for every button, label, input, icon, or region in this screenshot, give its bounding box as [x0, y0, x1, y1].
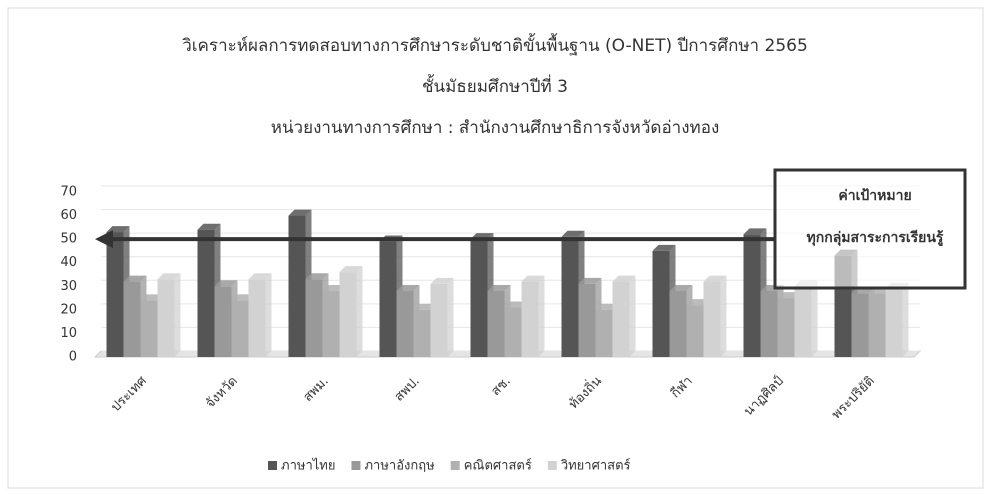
chart-title: วิเคราะห์ผลการทดสอบทางการศึกษาระดับชาติข… — [182, 33, 808, 56]
bar-side — [902, 282, 909, 357]
bar-top — [578, 277, 602, 284]
bar-top — [197, 223, 221, 230]
bar — [703, 281, 721, 357]
x-tick-label: สพม. — [301, 374, 332, 405]
x-tick-label: ท้องถิ่น — [565, 372, 605, 412]
chart-subtitle: หน่วยงานทางการศึกษา : สำนักงานศึกษาธิการ… — [271, 118, 720, 138]
x-tick-label: ประเทศ — [108, 373, 150, 415]
bar — [413, 309, 431, 357]
bar — [851, 293, 869, 357]
bar-top — [339, 266, 363, 273]
bar-top — [652, 244, 676, 251]
y-tick-label: 0 — [69, 350, 77, 365]
bar — [396, 291, 414, 357]
y-tick-label: 50 — [60, 232, 77, 247]
bar — [248, 279, 266, 357]
bar-side — [629, 275, 636, 357]
bar — [197, 229, 215, 357]
legend-swatch — [351, 461, 361, 470]
bar-top — [669, 285, 693, 291]
y-tick-label: 60 — [60, 208, 77, 223]
y-tick-label: 40 — [60, 255, 77, 270]
bar — [322, 291, 340, 357]
x-tick-label: นาฏศิลป์ — [741, 373, 787, 419]
x-tick-label: จังหวัด — [203, 374, 241, 412]
bar-top — [157, 273, 181, 280]
bar-top — [123, 275, 147, 282]
legend-label: ภาษาอังกฤษ — [364, 459, 435, 474]
y-tick-label: 20 — [60, 302, 77, 317]
bar-top — [288, 209, 312, 216]
bar — [379, 241, 397, 357]
bar — [686, 305, 704, 357]
chart-frame — [7, 7, 984, 489]
target-box — [773, 168, 967, 290]
bar — [794, 286, 812, 357]
bar — [106, 232, 124, 357]
bar-top — [487, 285, 511, 291]
bar — [743, 234, 761, 357]
y-tick-label: 70 — [60, 185, 77, 200]
bar-top — [214, 280, 238, 287]
bar — [123, 281, 141, 357]
legend-swatch — [268, 461, 277, 470]
bar-top — [743, 228, 767, 235]
legend-label: วิทยาศาสตร์ — [560, 458, 630, 474]
legend-label: คณิตศาสตร์ — [464, 458, 532, 474]
x-tick-label: สช. — [488, 374, 513, 399]
bar — [612, 281, 630, 357]
bar-top — [703, 275, 727, 282]
bar-top — [396, 285, 420, 291]
bar-side — [174, 273, 181, 357]
bar-side — [720, 275, 727, 357]
target-label: ค่าเป้าหมาย — [838, 188, 911, 204]
bar — [157, 279, 175, 357]
bar-top — [248, 273, 272, 280]
bar-top — [430, 277, 454, 284]
legend-swatch — [450, 461, 460, 470]
x-tick-label: สพป. — [392, 374, 423, 405]
bar-top — [561, 230, 585, 237]
x-tick-label: พระปริยัติ — [829, 374, 878, 423]
target-arrow — [95, 230, 113, 249]
bar — [760, 291, 778, 357]
bar — [521, 281, 539, 357]
bar — [578, 283, 596, 357]
bar-top — [521, 275, 545, 282]
target-label: ทุกกลุ่มสาระการเรียนรู้ — [807, 230, 944, 246]
bar — [140, 300, 158, 357]
bar — [339, 272, 357, 357]
bar — [868, 293, 886, 357]
bar — [288, 215, 306, 357]
bar — [504, 307, 522, 357]
y-tick-label: 30 — [60, 279, 77, 294]
bar-side — [356, 266, 363, 357]
bar-top — [612, 275, 636, 282]
bar — [214, 286, 232, 357]
bar — [669, 291, 687, 357]
bar — [487, 291, 505, 357]
bar — [430, 283, 448, 357]
bar — [885, 288, 903, 357]
bar-side — [538, 275, 545, 357]
legend-label: ภาษาไทย — [281, 458, 335, 474]
chart-subtitle: ชั้นมัธยมศึกษาปีที่ 3 — [422, 74, 568, 97]
bar — [652, 250, 670, 357]
bar — [470, 239, 488, 357]
bar — [231, 300, 249, 357]
x-tick-label: กีฬา — [667, 373, 695, 401]
bar-side — [447, 277, 454, 357]
bar-side — [265, 273, 272, 357]
bar-side — [811, 280, 818, 357]
y-tick-label: 10 — [60, 326, 77, 341]
bar — [777, 298, 795, 357]
bar-top — [305, 273, 329, 280]
legend-swatch — [547, 461, 557, 470]
bar — [305, 279, 323, 357]
bar — [595, 309, 613, 357]
bar — [561, 236, 579, 357]
